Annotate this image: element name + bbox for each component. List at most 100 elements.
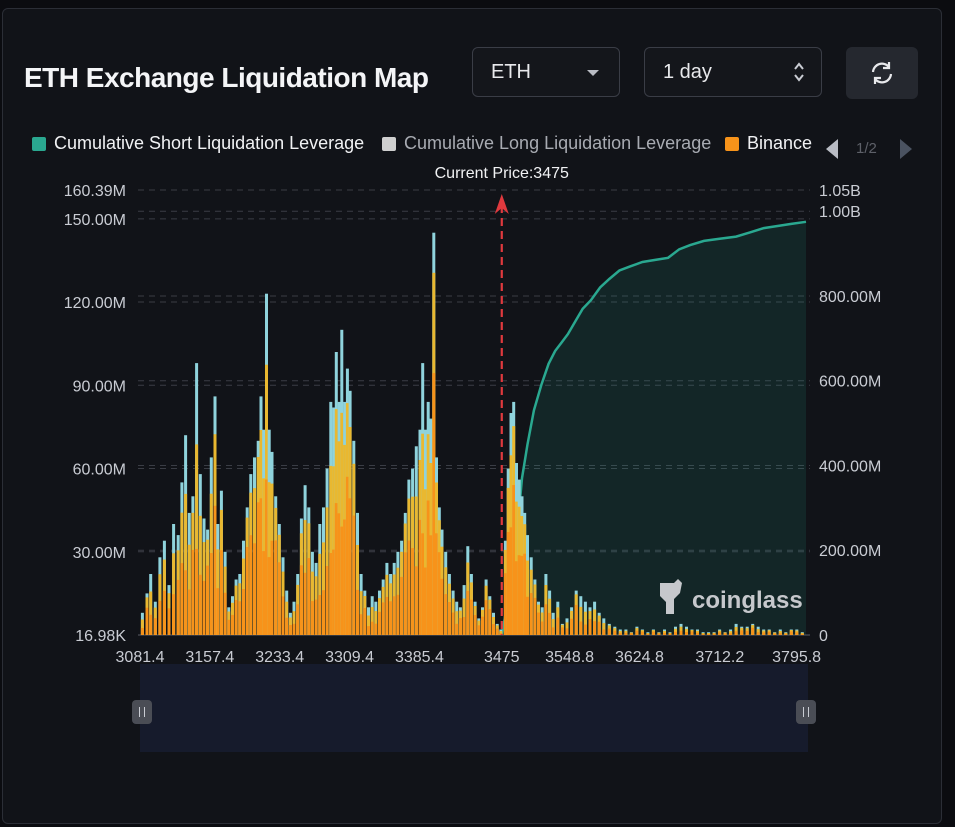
bar-binance-88: [451, 612, 455, 635]
bar-binance-18: [213, 505, 217, 635]
bar-binance-46: [310, 601, 314, 635]
current-price-label: Current Price:3475: [435, 165, 569, 182]
watermark-text: coinglass: [692, 587, 803, 614]
bar-binance-132: [624, 632, 628, 635]
legend-item-binance[interactable]: Binance: [725, 133, 812, 154]
x-tick-2: 3233.4: [255, 649, 304, 666]
bar-binance-103: [506, 532, 510, 635]
bar-binance-146: [701, 634, 705, 635]
bar-binance-164: [800, 634, 804, 635]
bar-binance-7: [172, 594, 176, 635]
range-select[interactable]: 1 day: [644, 47, 822, 97]
bar-binance-111: [529, 593, 533, 635]
bar-binance-32: [262, 551, 266, 635]
range-slider-track[interactable]: [140, 664, 808, 752]
y-right-tick-3: 600.00M: [819, 374, 881, 391]
bar-binance-155: [751, 627, 755, 635]
legend-next-icon[interactable]: [898, 137, 914, 161]
bar-binance-16: [206, 565, 210, 635]
legend-item-long[interactable]: Cumulative Long Liquidation Leverage: [382, 133, 711, 154]
bar-binance-161: [784, 633, 788, 635]
bar-binance-53: [334, 503, 338, 635]
y-left-tick-3: 90.00M: [73, 378, 126, 395]
bar-binance-24: [234, 600, 238, 635]
current-price-marker: Current Price:3475: [435, 165, 569, 635]
bar-binance-143: [685, 632, 688, 635]
bar-binance-113: [537, 612, 540, 635]
bar-binance-130: [613, 630, 617, 635]
bar-binance-68: [385, 596, 389, 635]
bar-binance-144: [690, 631, 694, 635]
y-right-tick-5: 200.00M: [819, 543, 881, 560]
legend-label-short: Cumulative Short Liquidation Leverage: [54, 133, 365, 153]
bar-binance-25: [238, 601, 242, 635]
bar-binance-81: [429, 535, 433, 635]
bar-binance-86: [444, 594, 448, 635]
bar-binance-75: [411, 548, 415, 635]
legend-swatch-short: [32, 136, 46, 151]
bar-binance-3: [153, 618, 157, 635]
bar-binance-59: [352, 515, 356, 635]
bar-binance-162: [789, 631, 793, 635]
bar-binance-44: [303, 572, 307, 635]
bar-binance-80: [426, 500, 430, 635]
bar-exchange-128: [602, 623, 606, 635]
y-right-tick-1: 1.00B: [819, 204, 861, 221]
y-left-tick-5: 30.00M: [73, 545, 126, 562]
coin-select[interactable]: ETH: [472, 47, 620, 97]
bar-binance-159: [773, 633, 777, 635]
bar-binance-107: [517, 555, 521, 635]
bar-binance-160: [778, 633, 782, 635]
bar-binance-87: [447, 602, 451, 635]
bar-binance-134: [635, 630, 639, 635]
bar-binance-63: [367, 626, 370, 635]
x-tick-4: 3385.4: [395, 649, 444, 666]
bar-binance-120: [565, 628, 569, 635]
bar-binance-141: [674, 631, 677, 635]
bar-binance-94: [473, 615, 477, 635]
bar-binance-158: [767, 631, 771, 635]
x-tick-3: 3309.4: [325, 649, 374, 666]
bar-binance-110: [526, 596, 529, 635]
bar-binance-52: [332, 549, 336, 635]
bar-binance-78: [421, 533, 425, 635]
bar-binance-152: [734, 631, 738, 635]
bar-binance-122: [574, 604, 578, 635]
bar-binance-99: [492, 624, 495, 635]
bar-binance-35: [270, 540, 274, 635]
bar-binance-9: [180, 563, 184, 635]
bar-binance-64: [370, 621, 374, 635]
bar-exchange-79: [424, 489, 427, 635]
coinglass-logo-icon: [660, 579, 682, 614]
bar-binance-73: [403, 552, 407, 635]
x-tick-6: 3548.8: [545, 649, 594, 666]
bar-binance-97: [484, 600, 488, 635]
bar-binance-61: [359, 614, 363, 635]
bar-exchange-151: [729, 631, 733, 635]
bar-binance-2: [149, 614, 153, 635]
bar-binance-58: [348, 498, 352, 635]
bar-binance-126: [593, 621, 597, 635]
y-right-tick-0: 1.05B: [819, 183, 861, 200]
bar-binance-129: [607, 628, 611, 635]
coinglass-watermark: coinglass: [660, 579, 803, 614]
bar-binance-13: [195, 548, 199, 635]
bar-binance-82: [432, 373, 436, 635]
range-slider-handle-left[interactable]: [132, 700, 152, 724]
range-slider-handle-right[interactable]: [796, 700, 816, 724]
bar-binance-4: [158, 600, 162, 635]
bar-binance-47: [314, 599, 318, 635]
bar-exchange-143: [685, 628, 688, 635]
bar-exchange-51: [329, 465, 333, 635]
bar-binance-38: [281, 596, 285, 635]
range-slider[interactable]: [132, 664, 816, 752]
legend-item-short[interactable]: Cumulative Short Liquidation Leverage: [32, 133, 364, 154]
bar-binance-57: [345, 476, 349, 635]
y-left-tick-0: 160.39M: [64, 183, 126, 200]
bar-binance-14: [198, 574, 202, 635]
refresh-button[interactable]: [846, 47, 918, 99]
x-tick-9: 3795.8: [772, 649, 821, 666]
bar-binance-31: [259, 498, 263, 635]
bar-binance-133: [629, 633, 633, 635]
legend-prev-icon[interactable]: [824, 137, 840, 161]
